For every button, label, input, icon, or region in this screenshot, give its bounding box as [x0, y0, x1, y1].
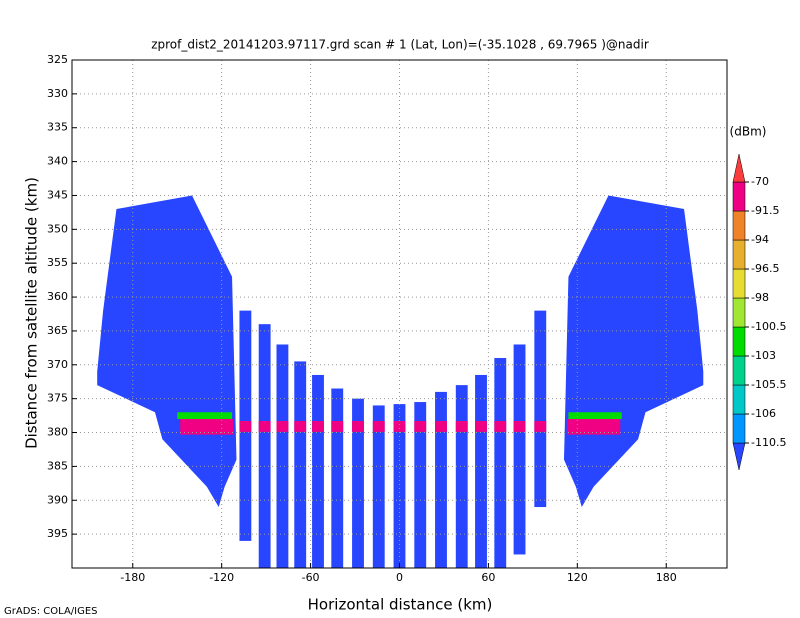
colorbar-box — [732, 326, 746, 357]
y-tick-label: 350 — [47, 222, 68, 235]
colorbar-box — [732, 413, 746, 444]
beam — [276, 344, 289, 568]
plot-frame — [71, 59, 728, 569]
colorbar-box — [732, 384, 746, 415]
beam — [494, 358, 507, 568]
y-tick-label: 380 — [47, 426, 68, 439]
colorbar-label: -110.5 — [751, 436, 786, 449]
colorbar-above — [732, 153, 746, 183]
footer: GrADS: COLA/IGES — [4, 606, 98, 617]
bright-band — [414, 421, 427, 432]
y-tick-label: 345 — [47, 188, 68, 201]
chart-title: zprof_dist2_20141203.97117.grd scan # 1 … — [151, 38, 649, 52]
bright-band — [455, 421, 468, 432]
beam — [455, 385, 468, 568]
colorbar-box — [732, 268, 746, 299]
colorbar-label: -105.5 — [751, 378, 786, 391]
colorbar-label: -91.5 — [751, 204, 779, 217]
beam — [475, 374, 487, 568]
colorbar-label: -96.5 — [751, 262, 779, 275]
bright-band — [372, 421, 385, 432]
beam — [414, 402, 427, 568]
x-tick-label: -180 — [120, 571, 145, 584]
bright-band — [239, 421, 252, 432]
y-tick-label: 330 — [47, 87, 68, 100]
colorbar-box — [732, 297, 746, 328]
colorbar-label: -100.5 — [751, 320, 786, 333]
beam — [331, 388, 344, 568]
beam — [513, 344, 526, 555]
y-tick-label: 325 — [47, 53, 68, 66]
colorbar-label: -103 — [751, 349, 776, 362]
y-tick-label: 355 — [47, 256, 68, 269]
colorbar-label: -98 — [751, 291, 769, 304]
bright-band — [513, 421, 526, 432]
beam — [435, 391, 447, 568]
x-tick-label: 120 — [567, 571, 588, 584]
colorbar-label: -70 — [751, 175, 769, 188]
bright-band — [294, 421, 307, 432]
y-tick-label: 340 — [47, 155, 68, 168]
shaded-region — [566, 418, 621, 435]
y-tick-label: 360 — [47, 290, 68, 303]
colorbar-box — [732, 239, 746, 270]
colorbar-box — [732, 355, 746, 386]
shaded-region — [177, 412, 233, 419]
beam — [312, 374, 324, 568]
bright-band — [494, 421, 507, 432]
colorbar-label: -94 — [751, 233, 769, 246]
beam — [258, 324, 271, 568]
beam — [393, 404, 406, 568]
bright-band — [331, 421, 344, 432]
y-tick-label: 375 — [47, 392, 68, 405]
x-tick-label: -60 — [302, 571, 320, 584]
x-tick-label: 60 — [481, 571, 495, 584]
beam — [534, 310, 547, 508]
colorbar-label: -106 — [751, 407, 776, 420]
bright-band — [393, 421, 406, 432]
shaded-region — [568, 412, 622, 419]
shaded-region — [180, 418, 234, 435]
bright-band — [312, 421, 324, 432]
bright-band — [435, 421, 447, 432]
y-axis-title: Distance from satellite altitude (km) — [23, 177, 41, 449]
x-axis-title: Horizontal distance (km) — [308, 596, 493, 614]
bright-band — [276, 421, 289, 432]
bright-band — [534, 421, 547, 432]
y-tick-label: 390 — [47, 493, 68, 506]
y-tick-label: 395 — [47, 527, 68, 540]
y-tick-label: 370 — [47, 358, 68, 371]
colorbar-box — [732, 210, 746, 241]
beam — [372, 405, 385, 568]
colorbar-unit: (dBm) — [730, 125, 767, 139]
bright-band — [258, 421, 271, 432]
bright-band — [475, 421, 487, 432]
x-tick-label: 180 — [656, 571, 677, 584]
y-tick-label: 385 — [47, 459, 68, 472]
colorbar-box — [732, 181, 746, 212]
beam — [352, 398, 364, 568]
x-tick-label: -120 — [209, 571, 234, 584]
x-tick-label: 0 — [396, 571, 403, 584]
beam — [294, 361, 307, 568]
y-tick-label: 365 — [47, 324, 68, 337]
y-tick-label: 335 — [47, 121, 68, 134]
bright-band — [352, 421, 364, 432]
